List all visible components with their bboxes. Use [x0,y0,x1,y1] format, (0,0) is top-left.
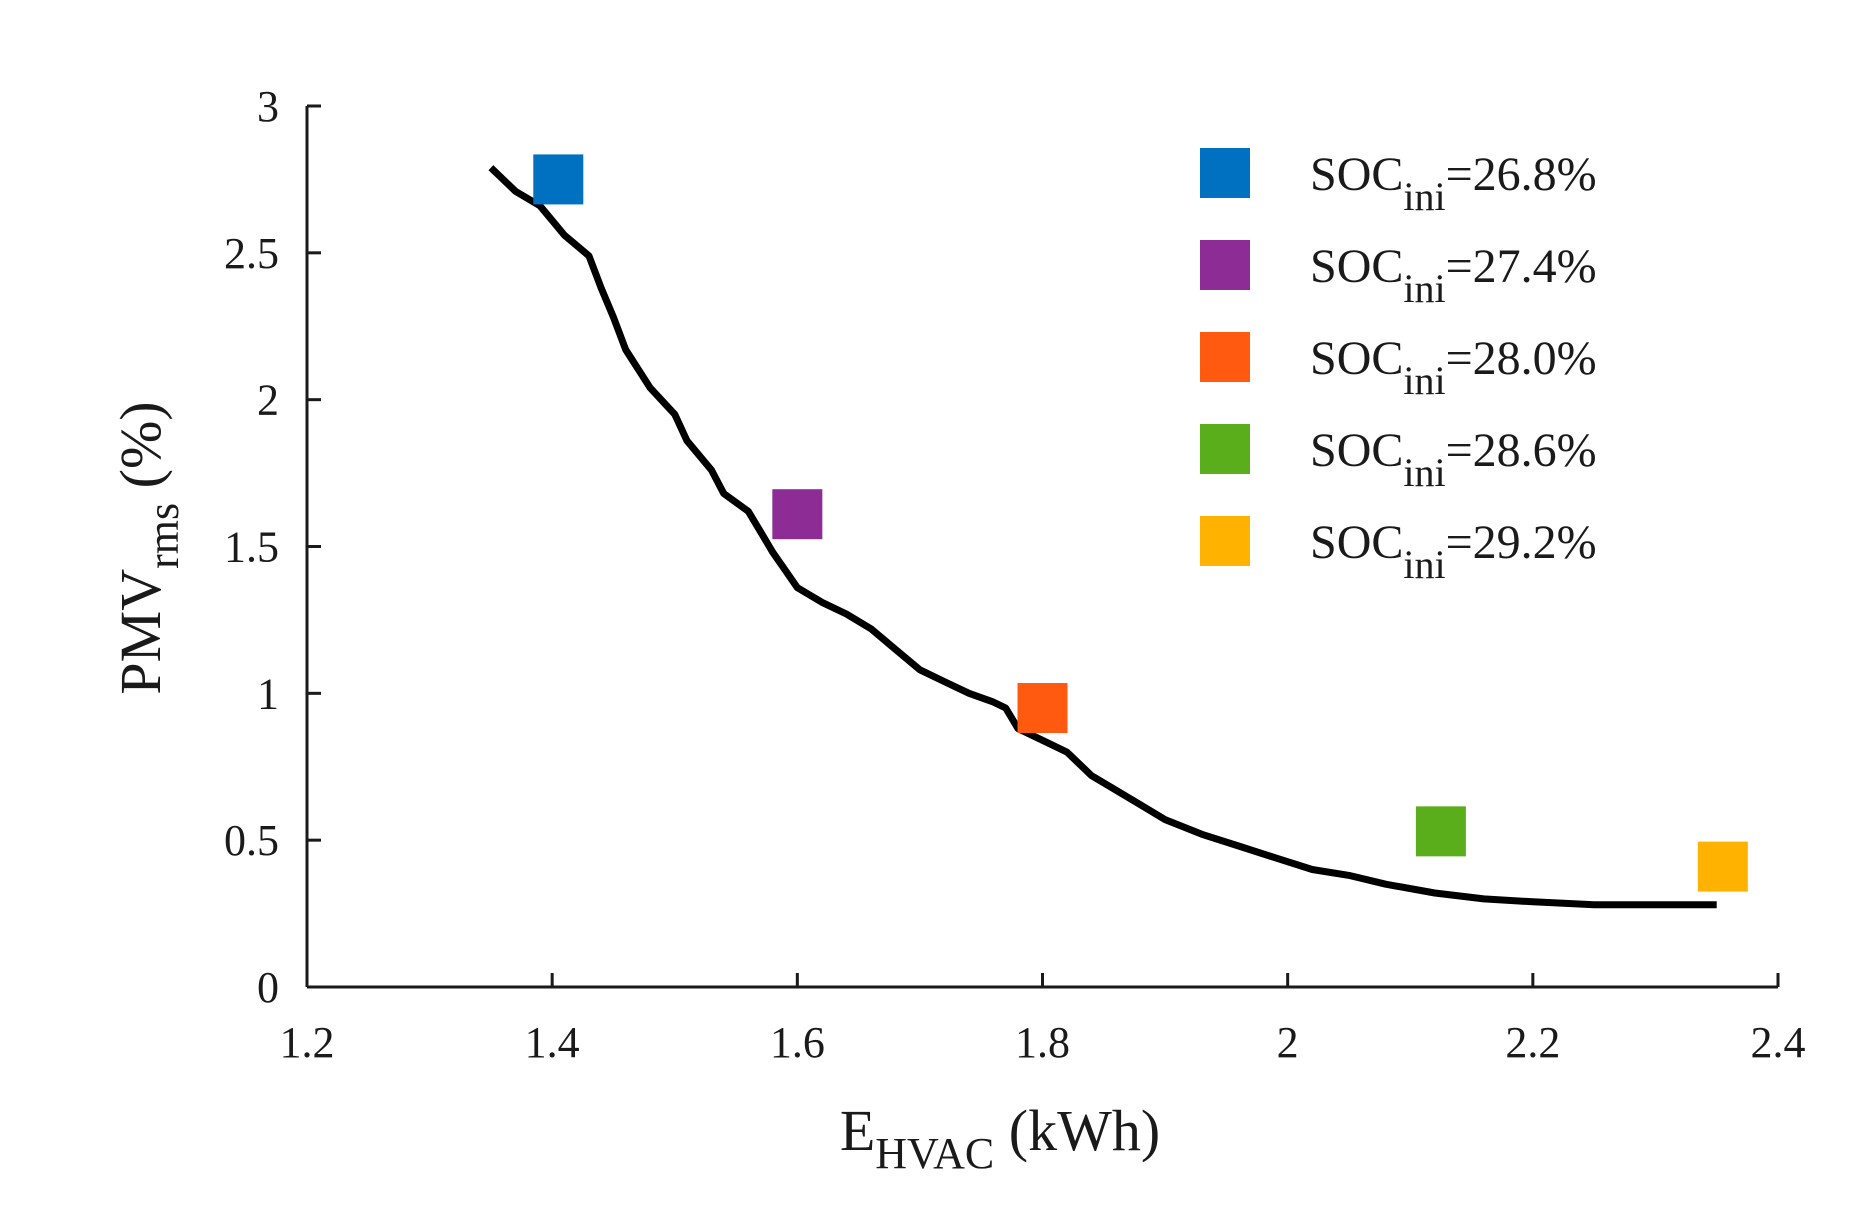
legend-marker-4 [1200,424,1250,474]
legend-entry-value: =28.6% [1446,424,1597,477]
legend-entry-value: =27.4% [1446,240,1597,293]
legend-entry-5: SOCini=29.2% [1310,516,1597,587]
x-axis-label-main: E [840,1098,875,1163]
data-point-3 [1017,683,1068,734]
legend-entry-value: =29.2% [1446,516,1597,569]
x-tick-label: 1.4 [525,1018,580,1067]
y-axis-label-sub: rms [139,503,188,569]
x-tick-label: 1.6 [770,1018,825,1067]
y-tick-label: 2.5 [224,229,279,278]
legend-entry-name: SOC [1310,332,1403,385]
x-axis-label-sub: HVAC [875,1129,994,1178]
axes: 1.2 1.4 1.6 1.8 2 2.2 2.4 0 0.5 1 1.5 2 2.5 3 [224,82,1806,1067]
pareto-curve-layer [488,165,1717,909]
y-tick-label: 3 [257,82,279,131]
legend-entry-1: SOCini=26.8% [1310,148,1597,219]
legend-entry-name: SOC [1310,424,1403,477]
data-points-layer [533,154,1748,892]
x-tick-label: 2 [1277,1018,1299,1067]
data-point-1 [533,154,584,205]
y-tick-label: 2 [257,376,279,425]
y-axis-label-main: PMV [108,569,173,695]
y-axis-label: PMVrms (%) [108,401,188,694]
legend-entry-2: SOCini=27.4% [1310,240,1597,311]
x-tick-label: 1.8 [1015,1018,1070,1067]
x-axis-label-unit: (kWh) [994,1098,1160,1163]
legend-entry-name: SOC [1310,516,1403,569]
legend-entry-sub: ini [1403,542,1445,587]
legend-entry-sub: ini [1403,174,1445,219]
data-point-4 [1415,806,1466,857]
legend: SOCini=26.8%SOCini=27.4%SOCini=28.0%SOCi… [1200,148,1597,587]
data-point-5 [1697,841,1748,892]
legend-marker-3 [1200,332,1250,382]
legend-entry-name: SOC [1310,148,1403,201]
legend-marker-2 [1200,240,1250,290]
legend-marker-1 [1200,148,1250,198]
pareto-curve [488,165,1717,909]
y-tick-label: 0 [257,963,279,1012]
legend-entry-name: SOC [1310,240,1403,293]
y-axis-label-unit: (%) [108,401,173,502]
legend-entry-3: SOCini=28.0% [1310,332,1597,403]
legend-entry-4: SOCini=28.6% [1310,424,1597,495]
x-tick-label: 1.2 [280,1018,335,1067]
legend-marker-5 [1200,516,1250,566]
y-tick-label: 0.5 [224,816,279,865]
legend-entry-value: =28.0% [1446,332,1597,385]
legend-entry-value: =26.8% [1446,148,1597,201]
legend-entry-sub: ini [1403,266,1445,311]
legend-entry-sub: ini [1403,450,1445,495]
data-point-2 [772,489,823,540]
y-tick-label: 1.5 [224,523,279,572]
x-axis-label: EHVAC (kWh) [840,1098,1160,1178]
x-tick-label: 2.4 [1751,1018,1806,1067]
legend-entry-sub: ini [1403,358,1445,403]
y-tick-label: 1 [257,669,279,718]
x-tick-label: 2.2 [1505,1018,1560,1067]
